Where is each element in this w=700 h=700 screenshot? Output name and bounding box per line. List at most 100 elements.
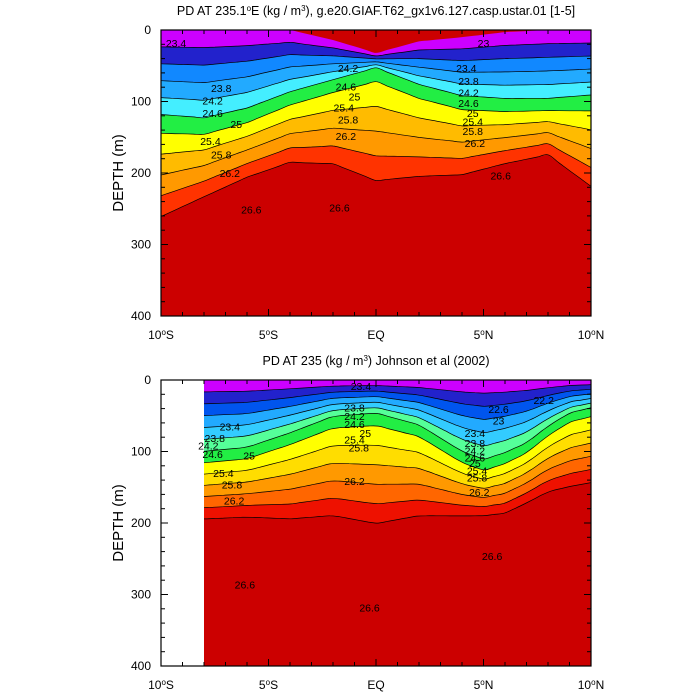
contour-label: 25.8 — [338, 115, 359, 127]
contour-label: 23.4 — [166, 38, 187, 50]
density-band — [204, 469, 591, 524]
panel-obs-isopycnals — [203, 384, 591, 524]
y-tick-label: 300 — [131, 588, 151, 602]
density-band — [204, 407, 591, 470]
isopycnal-line — [161, 54, 591, 66]
contour-label: 26.6 — [482, 551, 503, 563]
contour-label: 23.4 — [456, 63, 477, 75]
isopycnal-line — [203, 384, 591, 394]
contour-label: 22.2 — [533, 395, 554, 407]
panel-model-ticks — [160, 29, 592, 317]
y-tick-label: 200 — [131, 166, 151, 180]
y-tick-label: 0 — [144, 23, 151, 37]
isopycnal-line — [161, 81, 591, 135]
contour-label: 25.8 — [463, 126, 484, 138]
contour-label: 23.4 — [465, 428, 486, 440]
y-tick-label: 400 — [131, 659, 151, 673]
density-band — [161, 54, 591, 83]
panel-model-y-tick-labels: 0 100 200 300 400 — [131, 23, 151, 323]
panel-obs-contour-labels: 23.423.423.823.824.224.224.624.6252525.4… — [198, 381, 554, 615]
panel-obs-title: PD AT 235 (kg / m3) Johnson et al (2002) — [262, 354, 489, 369]
isopycnal-line — [203, 416, 591, 471]
panel-model-x-tick-labels: 10oS 5oS EQ 5oN 10oN — [148, 328, 604, 343]
contour-label: 25.8 — [222, 480, 243, 492]
contour-label: 23.4 — [220, 422, 241, 434]
x-tick-label: EQ — [367, 678, 384, 692]
y-tick-label: 100 — [131, 445, 151, 459]
contour-label: 24.2 — [198, 440, 219, 452]
contour-label: 24.2 — [344, 411, 365, 423]
panel-model-isopycnals — [161, 42, 591, 217]
contour-label: 25.4 — [467, 465, 488, 477]
contour-label: 23 — [478, 38, 490, 50]
density-band — [204, 403, 591, 459]
contour-label: 26.2 — [469, 487, 490, 499]
contour-label: 25 — [469, 458, 481, 470]
density-band — [161, 128, 591, 196]
contour-label: 24.2 — [458, 87, 479, 99]
isopycnal-line — [203, 455, 591, 498]
contour-label: 25.8 — [211, 150, 232, 162]
isopycnal-line — [161, 67, 591, 119]
contour-label: 25.4 — [334, 102, 355, 114]
contour-label: 24.2 — [338, 63, 359, 75]
density-band — [161, 61, 591, 101]
density-band — [204, 429, 591, 489]
contour-label: 25.8 — [467, 472, 488, 484]
x-tick-label: 5oS — [259, 328, 278, 343]
isopycnal-line — [161, 42, 591, 57]
density-band — [204, 443, 591, 498]
contour-label: 26.2 — [224, 495, 245, 507]
contour-label: 26.2 — [220, 168, 241, 180]
contour-label: 25.4 — [200, 136, 221, 148]
contour-label: 24.6 — [336, 82, 357, 94]
isopycnal-line — [203, 388, 591, 407]
density-band — [161, 143, 591, 217]
contour-label: 24.6 — [202, 108, 223, 120]
y-tick-label: 400 — [131, 309, 151, 323]
contour-label: 25 — [359, 428, 371, 440]
isopycnal-line — [161, 127, 591, 176]
density-band — [204, 384, 591, 407]
isopycnal-line — [203, 442, 591, 489]
panel-obs-contour-fill — [204, 380, 591, 666]
y-tick-label: 100 — [131, 95, 151, 109]
contour-label: 24.2 — [465, 445, 486, 457]
isopycnal-line — [203, 469, 591, 509]
contour-label: 23.8 — [465, 438, 486, 450]
isopycnal-line — [203, 393, 591, 420]
contour-label: 25.4 — [213, 468, 234, 480]
contour-label: 24.6 — [344, 419, 365, 431]
contour-label: 24.6 — [458, 98, 479, 110]
density-band — [161, 64, 591, 118]
x-tick-label: 10oS — [148, 328, 174, 343]
contour-label: 25.4 — [344, 435, 365, 447]
isopycnal-line — [161, 64, 591, 101]
x-tick-label: 10oN — [578, 678, 604, 693]
contour-label: 23.4 — [351, 381, 372, 393]
y-tick-label: 200 — [131, 516, 151, 530]
panel-obs-ticks — [160, 379, 592, 667]
density-band — [204, 416, 591, 480]
contour-label: 26.6 — [359, 603, 380, 615]
panel-model-ylabel: DEPTH (m) — [110, 134, 127, 212]
contour-label: 26.6 — [490, 170, 511, 182]
isopycnal-line — [203, 398, 591, 433]
panel-model-title: PD AT 235.1oE (kg / m3), g.e20.GIAF.T62_… — [177, 4, 575, 19]
isopycnal-line — [161, 154, 591, 217]
x-tick-label: EQ — [367, 328, 384, 342]
density-band — [204, 393, 591, 433]
contour-label: 25.4 — [463, 117, 484, 129]
contour-label: 26.6 — [329, 203, 350, 215]
contour-label: 25 — [349, 92, 361, 104]
isopycnal-line — [161, 143, 591, 197]
contour-label: 22.6 — [488, 404, 509, 416]
density-band — [161, 67, 591, 135]
contour-label: 25.8 — [349, 442, 370, 454]
x-tick-label: 5oS — [259, 678, 278, 693]
x-tick-label: 10oN — [578, 328, 604, 343]
y-tick-label: 0 — [144, 373, 151, 387]
contour-label: 26.2 — [336, 131, 357, 143]
contour-label: 23.8 — [205, 433, 226, 445]
